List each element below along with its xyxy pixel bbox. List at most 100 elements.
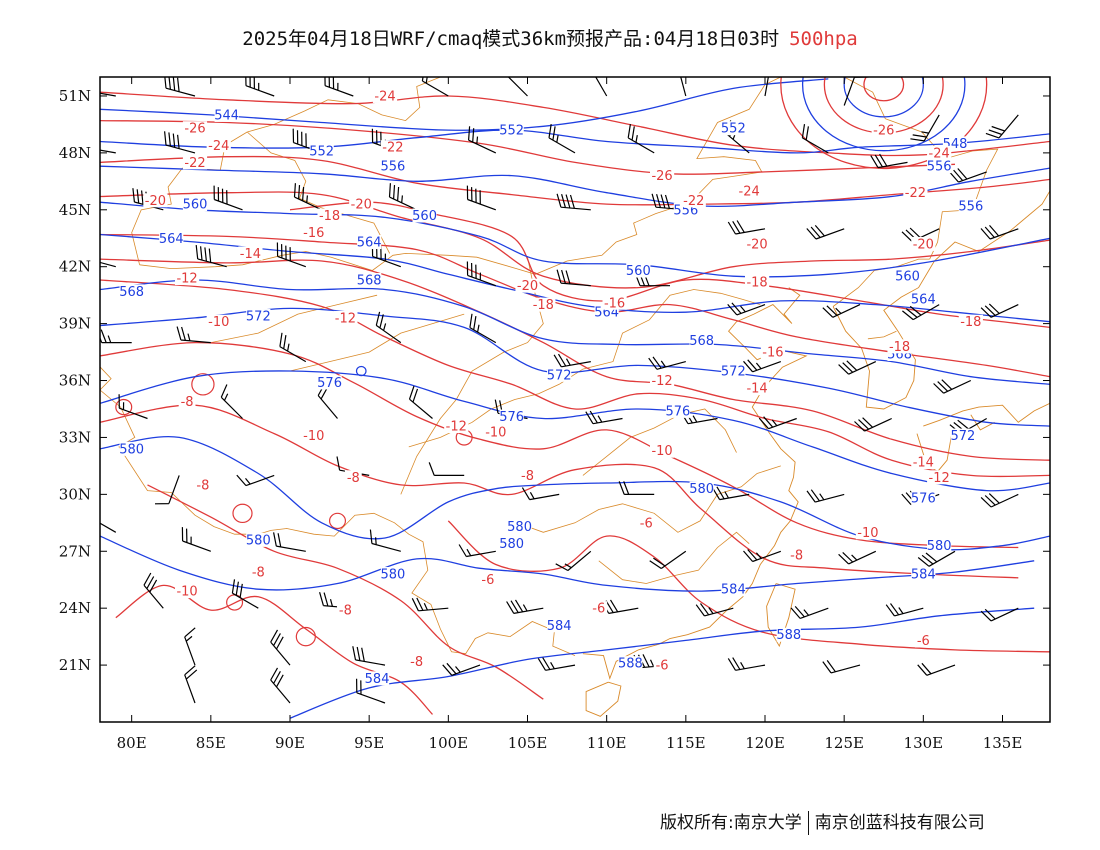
height-contour-label: 580 (119, 442, 144, 457)
low-center-ring (843, 77, 924, 118)
temperature-contour-label-bg (681, 193, 706, 208)
temperature-contour--22 (100, 155, 1050, 206)
temperature-contour-label: -20 (145, 194, 166, 209)
wind-barb (801, 124, 829, 154)
y-tick-label: 24N (59, 599, 91, 617)
border-path (867, 330, 897, 340)
wind-barb (910, 114, 940, 142)
height-contour-label-bg (776, 627, 801, 642)
border-path (246, 131, 391, 254)
height-contour-label-bg (246, 532, 271, 547)
x-tick-label: 100E (429, 734, 469, 752)
temperature-contour-label: -6 (656, 659, 669, 674)
temperature-contour-label: -12 (929, 471, 950, 486)
height-contour-label-bg (317, 375, 342, 390)
footer-copyright: 版权所有:南京大学 (660, 813, 802, 833)
x-tick-label: 115E (666, 734, 706, 752)
wind-barb (680, 77, 687, 97)
wind-barb (213, 185, 243, 211)
coastline-layer (582, 190, 1050, 717)
wind-barb (352, 646, 386, 666)
wind-barb (369, 529, 401, 552)
y-tick-label: 33N (59, 428, 91, 446)
x-tick-label: 130E (904, 734, 944, 752)
temperature-contour-label-bg (174, 584, 200, 599)
wind-barb (245, 77, 275, 97)
temperature-contour-label-bg (637, 515, 655, 530)
wind-barb (743, 549, 782, 563)
x-tick-label: 125E (824, 734, 864, 752)
wind-barb (711, 486, 750, 501)
height-contour-572 (100, 307, 1050, 427)
wind-barb (980, 607, 1019, 622)
height-contour-label: 560 (412, 209, 437, 224)
wind-barb (220, 384, 243, 419)
temperature-contour-label-bg (515, 278, 540, 293)
low-center-ring (863, 77, 905, 102)
temperature-contour-label: -6 (640, 516, 653, 531)
border-path (289, 313, 465, 372)
temperature-contour-label-bg (887, 339, 912, 354)
border-path (408, 289, 761, 448)
wind-barb (458, 544, 496, 558)
height-contour-label: 580 (927, 539, 952, 554)
temperature-contour--8 (147, 484, 544, 700)
wind-barb (469, 313, 497, 344)
wind-barb (727, 220, 766, 235)
temperature-contour-label: -14 (746, 382, 767, 397)
temperature-contour-label-bg (927, 470, 952, 485)
temperature-contour-label: -14 (240, 247, 261, 262)
temperature-contour-label: -12 (651, 374, 672, 389)
height-contour-label: 572 (246, 310, 271, 325)
temperature-contour-label-bg (182, 155, 208, 170)
temperature-contour-label: -8 (347, 471, 360, 486)
temperature-contour-label: -18 (960, 315, 981, 330)
temperature-contour-label: -22 (905, 186, 926, 201)
temperature-contour--10 (115, 584, 433, 715)
temperature-contour-label-bg (927, 145, 952, 160)
temperature-contour-label: -14 (913, 456, 934, 471)
height-contour-label-bg (721, 582, 746, 597)
wind-barb (521, 487, 560, 501)
temperature-contour-label: -18 (319, 209, 340, 224)
height-contour-label-bg (214, 107, 239, 122)
border-path (598, 531, 750, 584)
wind-barb (764, 77, 769, 97)
chart-title: 2025年04月18日WRF/cmaq模式36km预报产品:04月18日03时 5… (0, 24, 1100, 51)
border-path (139, 77, 781, 275)
height-contour-label-bg (911, 491, 936, 506)
x-tick-label: 95E (354, 734, 384, 752)
wind-barb (164, 131, 196, 154)
temperature-contour-label: -12 (446, 420, 467, 435)
coastline-path (582, 287, 808, 680)
temperature-contour-label: -26 (873, 124, 894, 139)
temperature-contour-label-bg (788, 548, 806, 563)
temperature-contour-label: -8 (252, 566, 265, 581)
y-tick-label: 30N (59, 485, 91, 503)
temperature-contour-label: -8 (339, 604, 352, 619)
border-path (131, 131, 248, 265)
temperature-contour-label-bg (408, 654, 426, 669)
wind-barb (806, 225, 845, 240)
height-contour-label-bg (950, 428, 976, 443)
temperature-contour-label: -22 (184, 156, 205, 171)
height-contour-label-bg (721, 364, 746, 379)
temperature-contour-label-bg (483, 424, 508, 439)
height-contour-label-bg (911, 291, 936, 306)
temperature-contour-label-bg (337, 603, 354, 618)
wind-barb (555, 550, 592, 572)
temperature-contour-label-bg (649, 168, 675, 183)
wind-barb (933, 379, 972, 394)
temperature-contour-label-bg (590, 601, 608, 616)
temperature-contour-label: -6 (917, 634, 930, 649)
height-contour-label: 588 (776, 628, 801, 643)
temperature-contour--12 (100, 279, 1050, 478)
temperature-contour-label-bg (649, 443, 675, 458)
height-contour-label-bg (626, 263, 651, 278)
wind-barb (164, 77, 196, 97)
temperature-contour-label-bg (602, 295, 627, 310)
wind-barb (980, 303, 1019, 318)
wind-barb (195, 245, 227, 268)
wind-barb (648, 356, 686, 370)
